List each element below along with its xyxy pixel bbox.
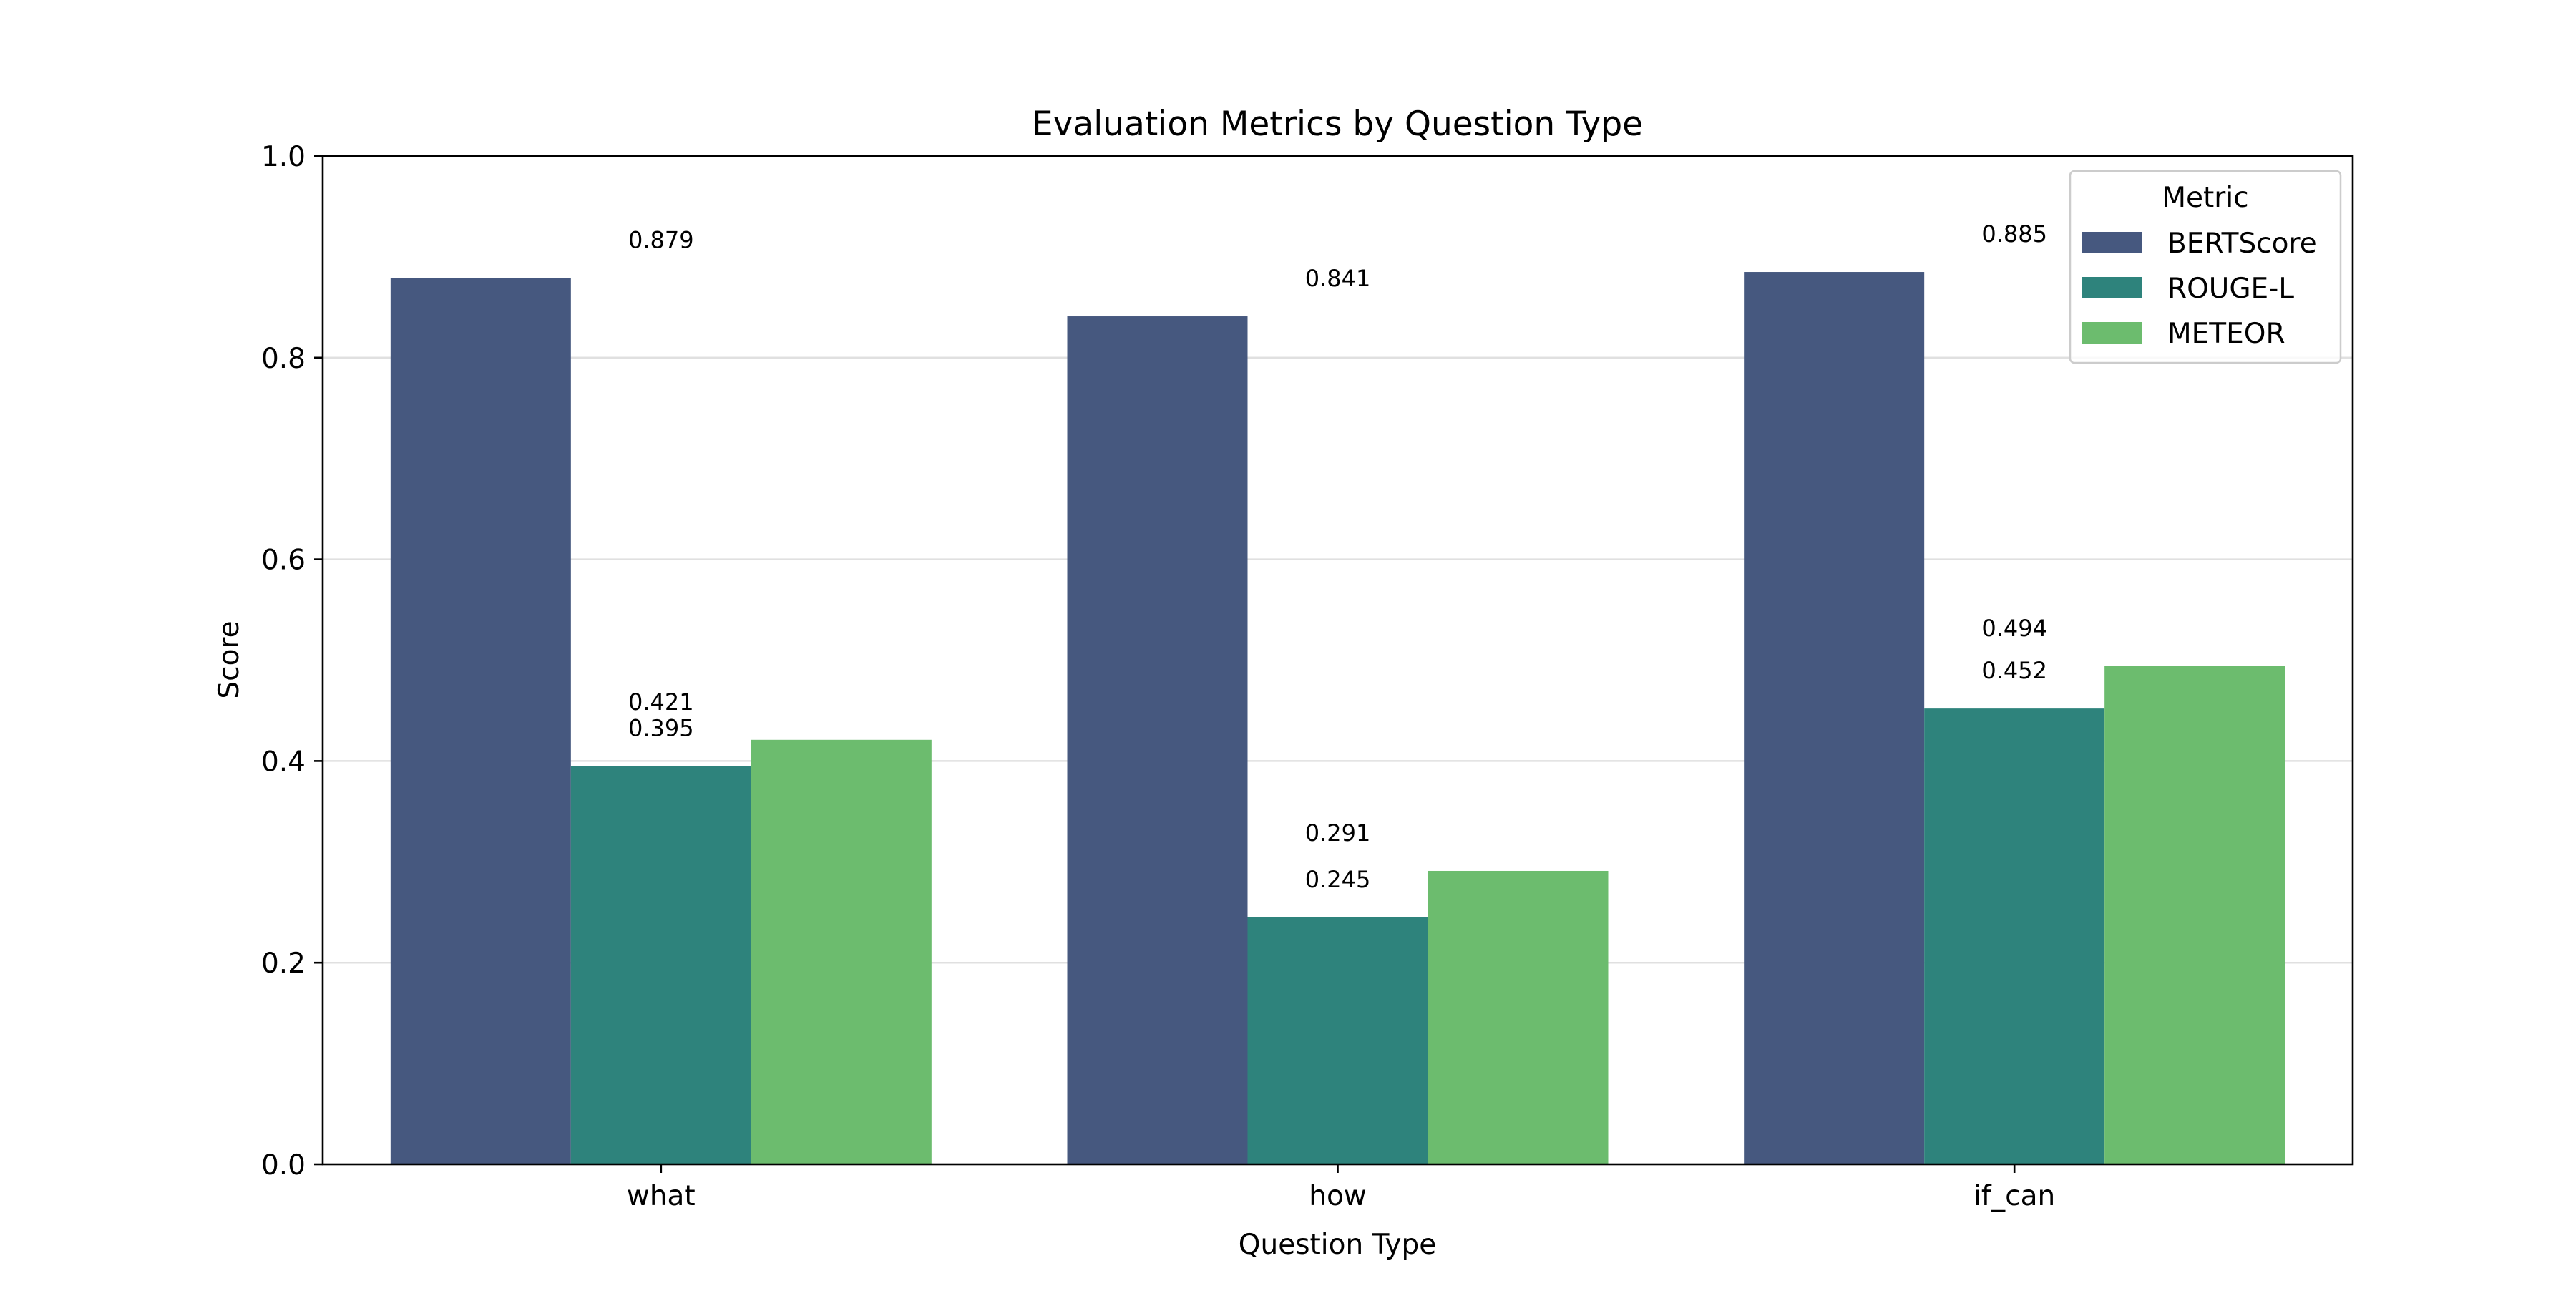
data-label: 0.452 — [1981, 657, 2047, 684]
bars-layer — [390, 272, 2285, 1164]
bar-meteor-if-can — [2104, 666, 2285, 1164]
y-tick-label: 0.0 — [261, 1149, 306, 1182]
legend-label: ROUGE-L — [2167, 273, 2294, 305]
chart-title: Evaluation Metrics by Question Type — [1032, 104, 1643, 144]
x-tick-label: how — [1309, 1180, 1366, 1212]
bar-rouge-l-if-can — [1924, 708, 2105, 1164]
data-label: 0.291 — [1305, 819, 1371, 847]
bar-bertscore-what — [390, 278, 571, 1164]
y-tick-label: 0.6 — [261, 545, 306, 577]
bar-meteor-what — [751, 739, 932, 1164]
bar-rouge-l-what — [570, 766, 751, 1164]
data-label: 0.395 — [628, 714, 694, 741]
x-axis-label: Question Type — [1239, 1229, 1436, 1261]
x-tick-label: what — [627, 1180, 696, 1212]
legend-swatch — [2082, 277, 2142, 298]
legend-swatch — [2082, 322, 2142, 344]
y-tick-label: 0.4 — [261, 746, 306, 778]
legend-entries: BERTScore ROUGE-L METEOR — [2082, 228, 2317, 350]
legend-swatch — [2082, 232, 2142, 253]
bar-meteor-how — [1428, 870, 1609, 1164]
ticks-layer: 0.0 0.2 0.4 0.6 0.8 1.0 what how if_can — [261, 141, 2055, 1212]
bar-rouge-l-how — [1247, 917, 1428, 1164]
y-tick-label: 0.2 — [261, 947, 306, 980]
bar-bertscore-if-can — [1744, 272, 1925, 1164]
legend-label: METEOR — [2167, 318, 2285, 350]
data-label: 0.879 — [628, 226, 694, 253]
legend: Metric BERTScore ROUGE-L METEOR — [2069, 170, 2342, 364]
data-label: 0.494 — [1981, 615, 2047, 642]
data-label: 0.245 — [1305, 866, 1371, 893]
y-tick-label: 0.8 — [261, 343, 306, 375]
x-tick-label: if_can — [1974, 1180, 2055, 1212]
data-label: 0.885 — [1981, 220, 2047, 248]
data-label: 0.841 — [1305, 265, 1371, 292]
y-tick-label: 1.0 — [261, 141, 306, 173]
legend-label: BERTScore — [2167, 228, 2317, 260]
legend-title: Metric — [2162, 182, 2248, 214]
legend-box — [2069, 170, 2342, 364]
data-label: 0.421 — [628, 688, 694, 716]
y-axis-label: Score — [213, 620, 245, 698]
bar-bertscore-how — [1067, 316, 1248, 1164]
